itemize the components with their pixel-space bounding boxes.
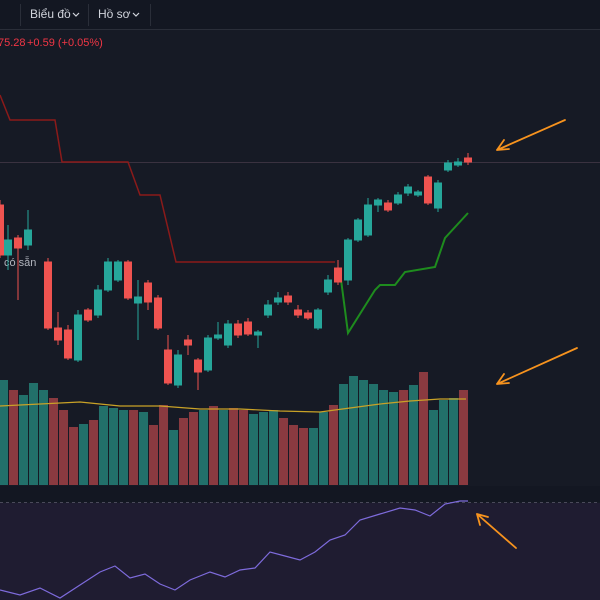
indicator-green <box>339 212 469 336</box>
candles-up <box>4 158 462 388</box>
arrow <box>496 119 566 151</box>
chevron <box>132 12 140 17</box>
arrow <box>476 513 517 549</box>
candles-down <box>0 153 472 390</box>
overlay-label: có sẵn <box>4 256 36 269</box>
toolbar <box>0 0 600 29</box>
pane-separator <box>0 486 600 502</box>
menu-chart[interactable]: Biểu đồ <box>30 7 71 21</box>
volume-ma <box>0 398 466 413</box>
menu-profile[interactable]: Hồ sơ <box>98 7 131 21</box>
volume-up <box>0 376 458 485</box>
oscillator-line <box>0 500 468 599</box>
volume-down <box>9 372 468 485</box>
arrow <box>496 347 578 385</box>
chevron <box>72 12 80 17</box>
legend-price: 75.28 <box>0 37 26 49</box>
legend-change: +0.59 (+0.05%) <box>27 37 103 49</box>
indicator-red <box>0 94 335 263</box>
annotation-arrows <box>476 119 578 549</box>
oscillator-pane <box>0 503 600 600</box>
